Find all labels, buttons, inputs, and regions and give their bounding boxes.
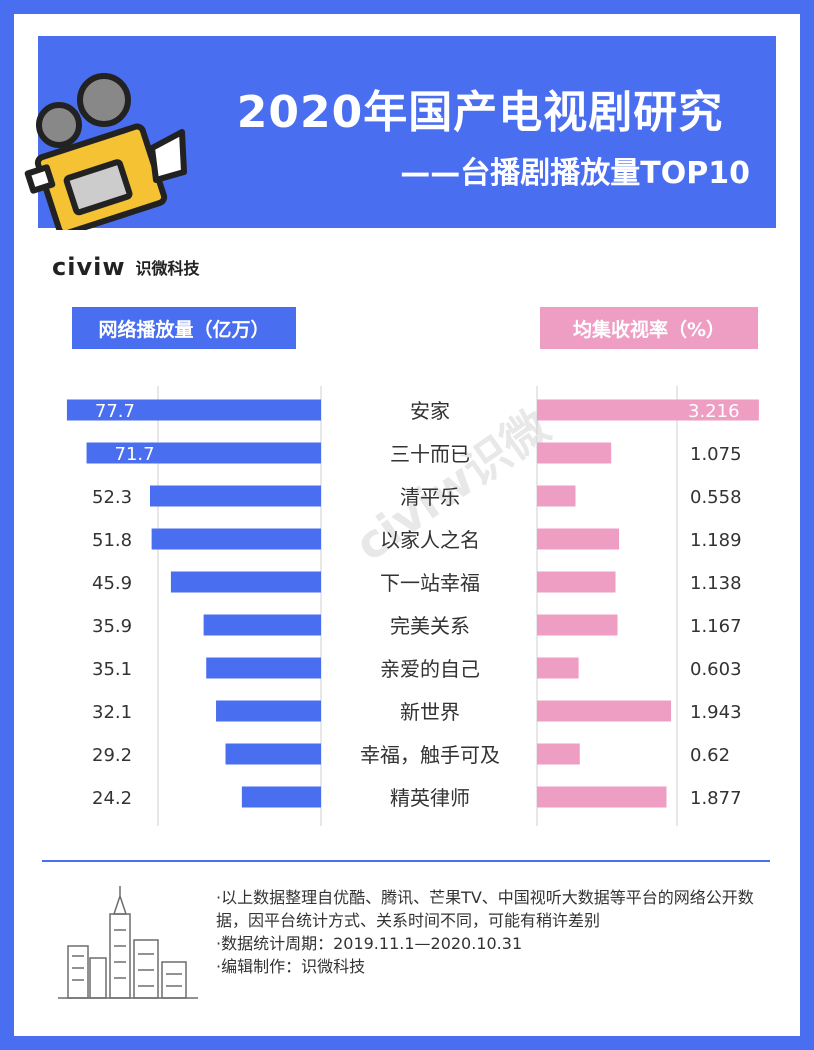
category-label: 清平乐 <box>400 485 460 509</box>
views-label: 35.1 <box>92 659 132 680</box>
ratings-label: 0.558 <box>690 487 742 508</box>
divider <box>42 860 770 862</box>
legend-ratings: 均集收视率（%） <box>540 307 758 349</box>
views-bar <box>151 528 321 550</box>
ratings-bar <box>537 657 579 679</box>
views-label: 77.7 <box>95 401 135 422</box>
ratings-bar <box>537 700 672 722</box>
ratings-bar <box>537 743 580 765</box>
views-bar <box>86 442 321 464</box>
views-bar <box>170 571 321 593</box>
ratings-label: 0.62 <box>690 745 730 766</box>
legend-views: 网络播放量（亿万） <box>72 307 296 349</box>
footnote-source: ·以上数据整理自优酷、腾讯、芒果TV、中国视听大数据等平台的网络公开数据，因平台… <box>216 888 754 930</box>
film-camera-icon <box>24 73 187 230</box>
views-bar <box>149 485 321 507</box>
brand-logo: civiw <box>52 253 126 281</box>
views-bar <box>241 786 321 808</box>
footnotes: ·以上数据整理自优酷、腾讯、芒果TV、中国视听大数据等平台的网络公开数据，因平台… <box>216 886 756 978</box>
views-label: 52.3 <box>92 487 132 508</box>
category-label: 新世界 <box>400 700 460 724</box>
ratings-bar <box>537 786 667 808</box>
category-label: 安家 <box>410 399 450 423</box>
ratings-label: 0.603 <box>690 659 742 680</box>
ratings-bar <box>537 442 612 464</box>
brand-name: 识微科技 <box>135 259 200 278</box>
category-label: 下一站幸福 <box>380 571 480 595</box>
ratings-label: 1.189 <box>690 530 742 551</box>
page-subtitle: ——台播剧播放量TOP10 <box>400 156 750 191</box>
views-label: 45.9 <box>92 573 132 594</box>
views-bar <box>206 657 321 679</box>
ratings-label: 1.877 <box>690 788 742 809</box>
ratings-labels: 3.216 1.075 0.558 1.189 1.138 1.167 0.603 1.943… <box>688 401 742 809</box>
ratings-bar <box>537 614 618 636</box>
ratings-label: 1.138 <box>690 573 742 594</box>
views-label: 71.7 <box>115 444 155 465</box>
category-label: 完美关系 <box>390 614 470 638</box>
bar-chart: 77.7 71.7 52.3 51.8 45.9 35.9 35.1 32.1 29.2 24.2… <box>66 386 759 826</box>
views-label: 29.2 <box>92 745 132 766</box>
brand: civiw 识微科技 <box>52 252 200 282</box>
ratings-label: 3.216 <box>688 401 740 422</box>
ratings-label: 1.943 <box>690 702 742 723</box>
ratings-bar <box>537 485 576 507</box>
views-labels: 77.7 71.7 52.3 51.8 45.9 35.9 35.1 32.1 29.2 24.2 <box>92 401 155 809</box>
views-label: 35.9 <box>92 616 132 637</box>
views-label: 24.2 <box>92 788 132 809</box>
footnote-editor: ·编辑制作：识微科技 <box>216 957 366 976</box>
views-bar <box>225 743 321 765</box>
views-bar <box>203 614 321 636</box>
footnote-period: ·数据统计周期：2019.11.1—2020.10.31 <box>216 934 523 953</box>
ratings-label: 1.075 <box>690 444 742 465</box>
views-label: 32.1 <box>92 702 132 723</box>
views-label: 51.8 <box>92 530 132 551</box>
ratings-bar <box>537 399 759 421</box>
views-bar <box>66 399 322 421</box>
category-label: 精英律师 <box>390 786 470 810</box>
category-label: 亲爱的自己 <box>380 657 480 681</box>
page-title: 2020年国产电视剧研究 <box>236 87 724 138</box>
category-label: 三十而已 <box>390 442 470 466</box>
ratings-bar <box>537 571 616 593</box>
ratings-label: 1.167 <box>690 616 742 637</box>
views-bars <box>66 399 322 808</box>
ratings-bars <box>537 399 759 808</box>
category-label: 以家人之名 <box>380 528 480 552</box>
category-label: 幸福，触手可及 <box>360 743 500 767</box>
views-bar <box>216 700 321 722</box>
city-skyline-icon <box>58 886 198 999</box>
ratings-bar <box>537 528 620 550</box>
category-labels: 安家三十而已清平乐以家人之名下一站幸福完美关系亲爱的自己新世界幸福，触手可及精英… <box>360 399 500 810</box>
